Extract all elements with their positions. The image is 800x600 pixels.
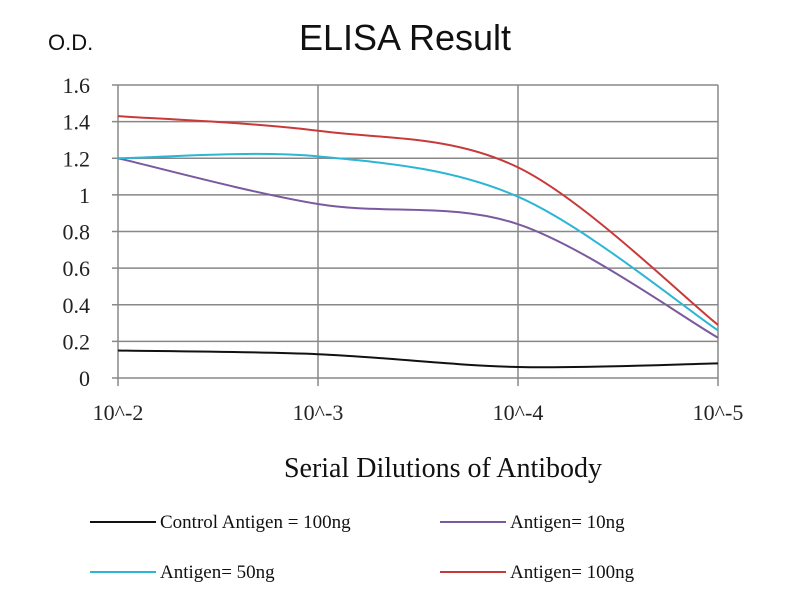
series-line-1 — [117, 157, 719, 339]
series-line-3 — [117, 115, 719, 326]
x-tick-label: 10^-2 — [93, 400, 144, 425]
y-tick-label: 1 — [79, 183, 90, 208]
y-tick-label: 1.2 — [63, 146, 91, 171]
y-tick-label: 0.4 — [63, 293, 91, 318]
y-tick-label: 0 — [79, 366, 90, 391]
y-tick-label: 1.6 — [63, 73, 91, 98]
legend-label: Control Antigen = 100ng — [160, 512, 351, 533]
y-tick-label: 0.8 — [63, 220, 91, 245]
series-line-2 — [117, 152, 719, 332]
legend-label: Antigen= 100ng — [510, 562, 635, 583]
x-tick-label: 10^-4 — [493, 400, 544, 425]
chart-title: ELISA Result — [299, 17, 511, 58]
x-axis-label: Serial Dilutions of Antibody — [284, 453, 602, 484]
x-tick-label: 10^-3 — [293, 400, 344, 425]
y-axis-label: O.D. — [48, 30, 93, 55]
legend-label: Antigen= 10ng — [510, 512, 625, 533]
y-tick-label: 0.6 — [63, 256, 91, 281]
legend-label: Antigen= 50ng — [160, 562, 275, 583]
y-tick-label: 1.4 — [63, 110, 91, 135]
y-tick-label: 0.2 — [63, 329, 91, 354]
series-line-0 — [117, 349, 719, 369]
x-tick-label: 10^-5 — [693, 400, 744, 425]
